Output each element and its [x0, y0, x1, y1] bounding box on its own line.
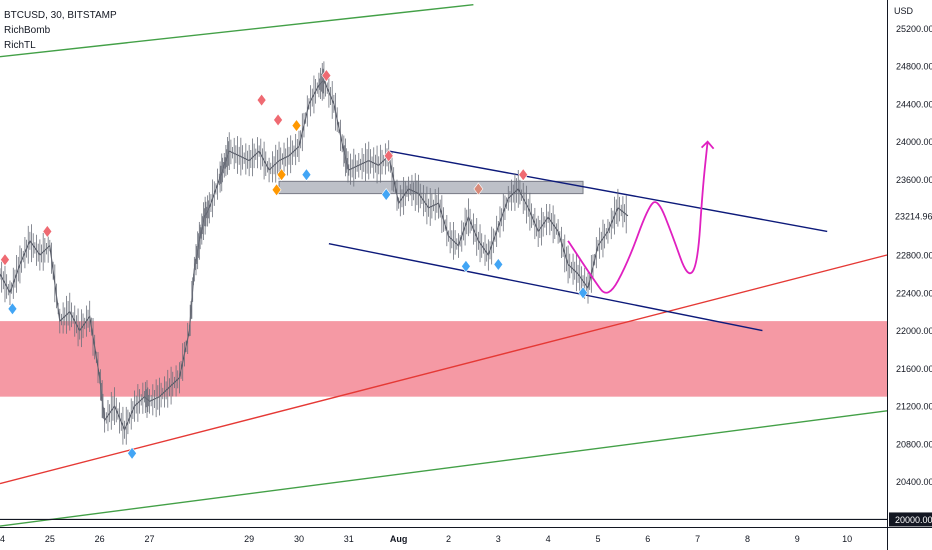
x-tick-label: 9	[795, 534, 800, 544]
signal-buy	[461, 259, 471, 273]
x-tick-label: 24	[0, 534, 5, 544]
signal-buy	[493, 257, 504, 271]
y-tick-label: 20800.00	[896, 439, 932, 449]
last-price-label: 23214.96	[895, 211, 932, 221]
signal-buy	[578, 286, 588, 300]
last-price-bg	[889, 208, 932, 223]
signal-sell	[383, 149, 394, 163]
trendlines[interactable]	[0, 0, 888, 527]
signal-sell	[42, 224, 53, 238]
price-zones	[0, 180, 887, 397]
y-tick-label: 20400.00	[896, 477, 932, 487]
y-tick-label: 24000.00	[896, 137, 932, 147]
symbol-title[interactable]: BTCUSD, 30, BITSTAMP	[4, 10, 117, 21]
y-tick-label: 25200.00	[896, 24, 932, 34]
y-tick-label: 22000.00	[896, 326, 932, 336]
price-axis[interactable]: USD 20000.00 20400.00 20800.00 21200.00 21600…	[889, 6, 932, 527]
signal-sell	[518, 168, 529, 182]
signal-buy	[381, 188, 392, 202]
y-tick-label: 24800.00	[896, 62, 932, 72]
signal-sell-muted	[473, 182, 484, 196]
y-tick-label: 20000.00	[895, 515, 932, 525]
chart-legend: BTCUSD, 30, BITSTAMP RichBomb RichTL	[4, 8, 117, 53]
y-tick-label: 23600.00	[896, 175, 932, 185]
x-tick-label: 7	[695, 534, 700, 544]
projection-path[interactable]	[567, 140, 715, 294]
x-tick-label: 25	[45, 534, 55, 544]
projection-curve[interactable]	[567, 141, 709, 294]
currency-label: USD	[894, 6, 914, 16]
x-tick-label: Aug	[390, 534, 408, 544]
x-tick-label: 2	[446, 534, 451, 544]
signal-warn	[276, 168, 287, 182]
x-tick-label: 3	[496, 534, 501, 544]
trendline-green-upper[interactable]	[0, 4, 474, 58]
demand-zone[interactable]	[0, 321, 887, 397]
time-axis[interactable]: 24 25 26 27 29 30 31 Aug 2 3 4 5 6 7 8 9 10	[0, 534, 852, 544]
y-tick-label: 21600.00	[896, 364, 932, 374]
signal-sell	[273, 113, 283, 127]
projection-arrowhead	[700, 140, 715, 150]
signal-buy	[7, 302, 18, 316]
x-tick-label: 30	[294, 534, 304, 544]
x-tick-label: 4	[546, 534, 551, 544]
signal-sell	[0, 253, 10, 267]
y-tick-label: 22800.00	[896, 251, 932, 261]
price-series	[0, 61, 629, 445]
resistance-zone[interactable]	[278, 180, 584, 195]
trendline-red-lower[interactable]	[0, 254, 888, 485]
y-tick-label: 21200.00	[896, 402, 932, 412]
bold-tick-bg	[889, 512, 932, 527]
trendline-green-lower[interactable]	[0, 410, 888, 527]
x-tick-label: 5	[595, 534, 600, 544]
signal-sell	[321, 69, 332, 83]
x-tick-label: 8	[745, 534, 750, 544]
x-tick-label: 29	[244, 534, 254, 544]
y-tick-label: 24400.00	[896, 99, 932, 109]
y-tick-label: 22400.00	[896, 288, 932, 298]
indicator-richtl[interactable]: RichTL	[4, 40, 36, 51]
x-tick-label: 31	[344, 534, 354, 544]
signal-warn	[271, 183, 282, 197]
signal-sell	[256, 93, 267, 107]
signal-buy	[301, 168, 312, 182]
x-tick-label: 10	[842, 534, 852, 544]
signal-buy	[127, 446, 137, 460]
trendline-channel-top[interactable]	[388, 150, 828, 233]
x-tick-label: 26	[95, 534, 105, 544]
signal-markers	[0, 69, 588, 460]
signal-warn	[291, 119, 302, 133]
x-tick-label: 6	[645, 534, 650, 544]
x-tick-label: 27	[144, 534, 154, 544]
trendline-channel-bottom[interactable]	[328, 242, 763, 332]
indicator-richbomb[interactable]: RichBomb	[4, 25, 51, 36]
